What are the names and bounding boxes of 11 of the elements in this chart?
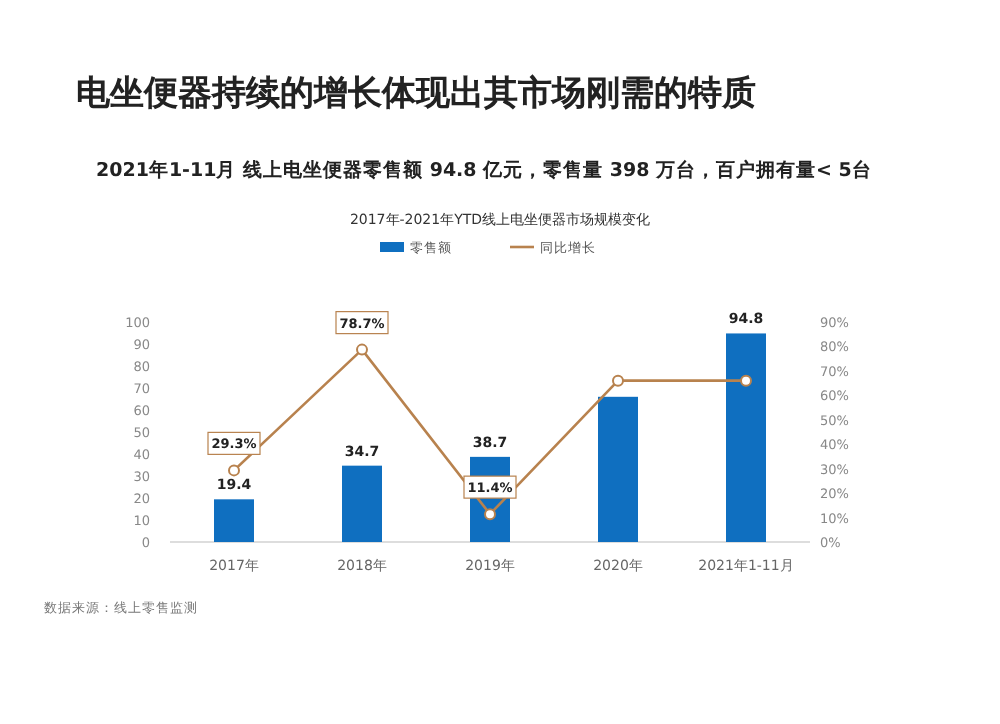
bar — [342, 465, 382, 542]
bar — [598, 396, 638, 542]
bar — [214, 499, 254, 542]
chart-subtitle: 2021年1-11月 线上电坐便器零售额 94.8 亿元，零售量 398 万台，百户拥有量< 5台 — [96, 158, 872, 182]
point — [612, 374, 624, 387]
point — [484, 508, 496, 521]
point — [356, 343, 368, 356]
bar — [726, 333, 766, 542]
point — [228, 464, 240, 477]
point — [740, 374, 752, 387]
chart-title: 电坐便器持续的增长体现出其市场刚需的特质 — [76, 74, 756, 114]
